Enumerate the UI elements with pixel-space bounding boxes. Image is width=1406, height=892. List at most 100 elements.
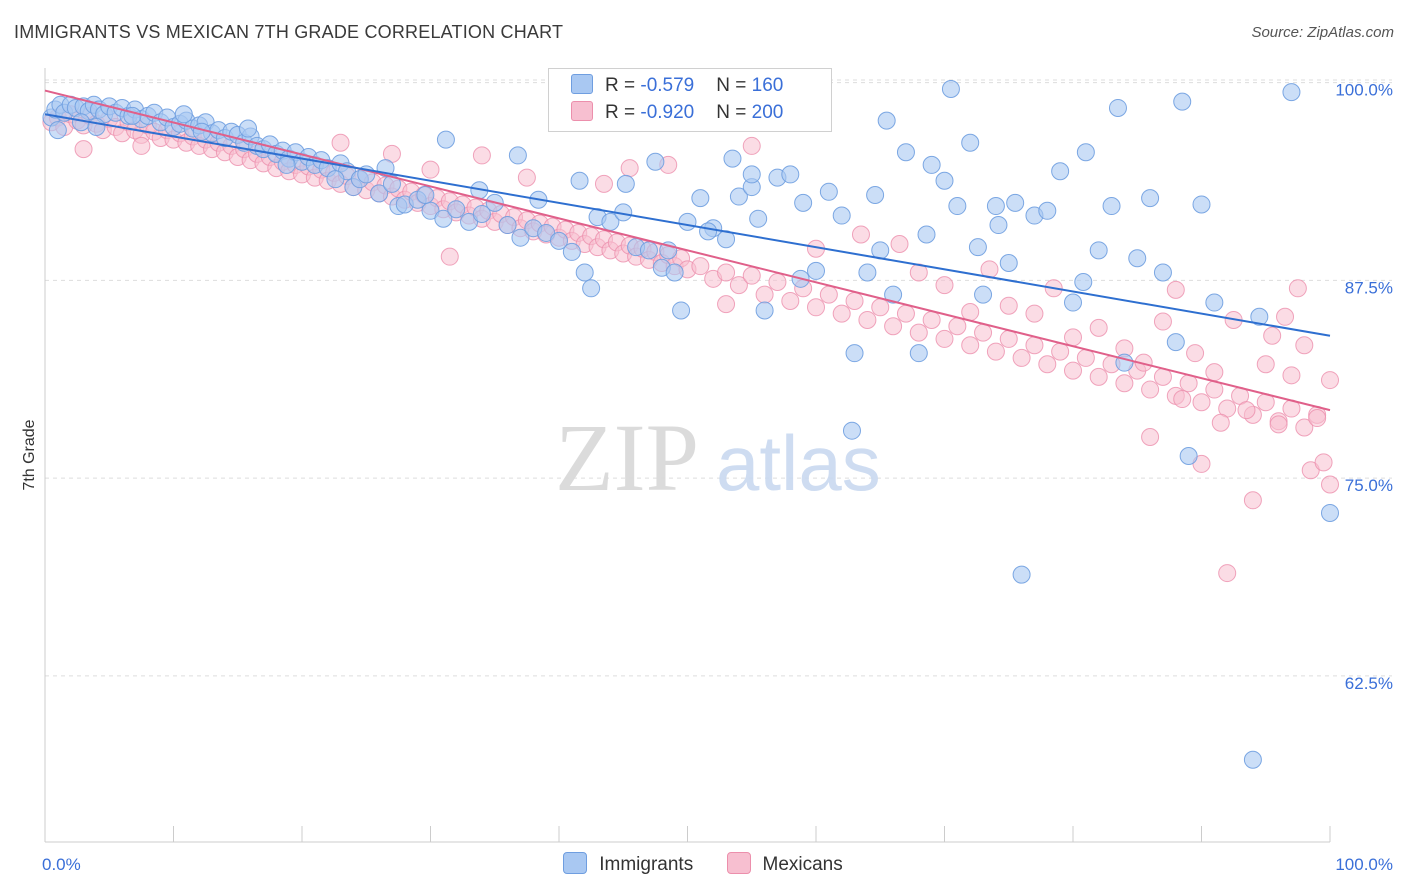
axes xyxy=(44,68,1331,843)
mexicans-point xyxy=(1308,409,1327,428)
mexicans-point xyxy=(1314,453,1333,472)
mexicans-point xyxy=(909,323,928,342)
mexicans-legend-swatch xyxy=(726,852,751,874)
immigrants-point xyxy=(277,155,296,174)
chart-title: IMMIGRANTS VS MEXICAN 7TH GRADE CORRELAT… xyxy=(14,22,564,42)
immigrants-point xyxy=(575,263,594,282)
immigrants-point xyxy=(794,193,813,212)
mexicans-trend-line xyxy=(44,89,1331,412)
mexicans-point xyxy=(1153,312,1172,331)
mexicans-point xyxy=(1269,415,1288,434)
mexicans-point xyxy=(807,298,825,317)
mexicans-point xyxy=(858,310,877,329)
r-label: R = xyxy=(605,75,641,96)
tick-labels: 100.0% 87.5% 75.0% 62.5% 0.0% 100.0% xyxy=(42,81,1393,874)
immigrants-point xyxy=(1141,189,1160,208)
immigrants-point xyxy=(1192,195,1211,214)
immigrants-point xyxy=(877,111,896,130)
mexicans-point xyxy=(1089,318,1108,337)
mexicans-point xyxy=(1025,304,1044,323)
immigrants-legend-swatch xyxy=(563,852,588,874)
mexicans-point xyxy=(755,285,774,304)
mexicans-point xyxy=(1301,461,1320,480)
mexicans-point xyxy=(717,263,736,282)
immigrants-point xyxy=(436,130,455,149)
mexicans-point xyxy=(1186,344,1205,363)
immigrants-point xyxy=(1006,193,1025,212)
immigrants-point xyxy=(678,212,697,231)
immigrants-point xyxy=(370,184,389,203)
mexicans-point xyxy=(871,298,890,317)
mexicans-point xyxy=(1205,363,1224,382)
mexicans-point xyxy=(768,272,787,291)
mexicans-point xyxy=(517,168,536,187)
immigrants-point xyxy=(858,263,877,282)
mexicans-point xyxy=(884,317,903,336)
legend-item-immigrants[interactable]: Immigrants xyxy=(563,852,693,876)
trend-lines xyxy=(44,89,1331,412)
immigrants-point xyxy=(699,222,718,241)
immigrants-point xyxy=(989,216,1008,235)
immigrants-point xyxy=(1051,162,1070,181)
immigrants-point xyxy=(974,285,993,304)
y-tick-label: 100.0% xyxy=(1335,81,1393,100)
legend-item-mexicans[interactable]: Mexicans xyxy=(726,852,843,876)
mexicans-point xyxy=(1051,342,1070,361)
immigrants-point xyxy=(1321,503,1339,522)
immigrants-point xyxy=(1076,143,1095,162)
immigrants-point xyxy=(1250,307,1269,326)
mexicans-point xyxy=(819,285,838,304)
mexicans-point xyxy=(1256,355,1275,374)
mexicans-point xyxy=(922,310,941,329)
immigrants-point xyxy=(646,152,665,171)
mexicans-point xyxy=(1025,336,1044,355)
mexicans-point xyxy=(74,140,93,159)
mexicans-point xyxy=(896,304,915,323)
mexicans-point xyxy=(1237,401,1256,420)
immigrants-point xyxy=(691,189,710,208)
y-axis-label: 7th Grade xyxy=(21,419,38,490)
mexicans-point xyxy=(1321,475,1339,494)
mexicans-point xyxy=(1295,418,1314,437)
immigrants-point xyxy=(845,344,864,363)
mexicans-point xyxy=(999,329,1018,348)
immigrants-point xyxy=(842,421,861,440)
mexicans-point xyxy=(1089,367,1108,386)
n-label: N = xyxy=(716,75,752,96)
legend-row-immigrants: R = -0.579 N = 160 xyxy=(571,74,783,98)
mexicans-point xyxy=(421,160,440,179)
immigrants-point xyxy=(1089,241,1108,260)
x-tick-label: 100.0% xyxy=(1335,855,1393,874)
mexicans-point xyxy=(1192,454,1211,473)
immigrants-point xyxy=(1074,272,1093,291)
r-label: R = xyxy=(605,102,641,123)
mexicans-point xyxy=(935,329,954,348)
x-tick-label: 0.0% xyxy=(42,855,81,874)
immigrants-point xyxy=(562,242,581,261)
immigrants-point xyxy=(781,165,800,184)
immigrants-point xyxy=(570,171,589,190)
source-label: Source: ZipAtlas.com xyxy=(1251,24,1394,41)
mexicans-point xyxy=(851,225,870,244)
mexicans-point xyxy=(1115,374,1134,393)
immigrants-point xyxy=(1173,92,1192,111)
mexicans-point xyxy=(1012,348,1031,367)
watermark-zip: ZIP xyxy=(555,404,699,511)
immigrants-point xyxy=(87,117,106,136)
n-value: 160 xyxy=(751,75,784,96)
n-label: N = xyxy=(716,102,752,123)
mexicans-swatch xyxy=(571,101,593,121)
immigrants-point xyxy=(550,231,568,250)
immigrants-point xyxy=(807,261,825,280)
immigrants-point xyxy=(239,119,258,138)
mexicans-point xyxy=(1263,326,1282,345)
immigrants-point xyxy=(1282,83,1301,102)
immigrants-trend-line xyxy=(44,113,1331,337)
immigrants-point xyxy=(866,185,885,204)
mexicans-point xyxy=(832,304,851,323)
mexicans-point xyxy=(132,136,151,155)
immigrants-point xyxy=(935,171,954,190)
immigrants-point xyxy=(922,155,941,174)
immigrants-point xyxy=(639,241,658,260)
mexicans-point xyxy=(1064,361,1082,380)
